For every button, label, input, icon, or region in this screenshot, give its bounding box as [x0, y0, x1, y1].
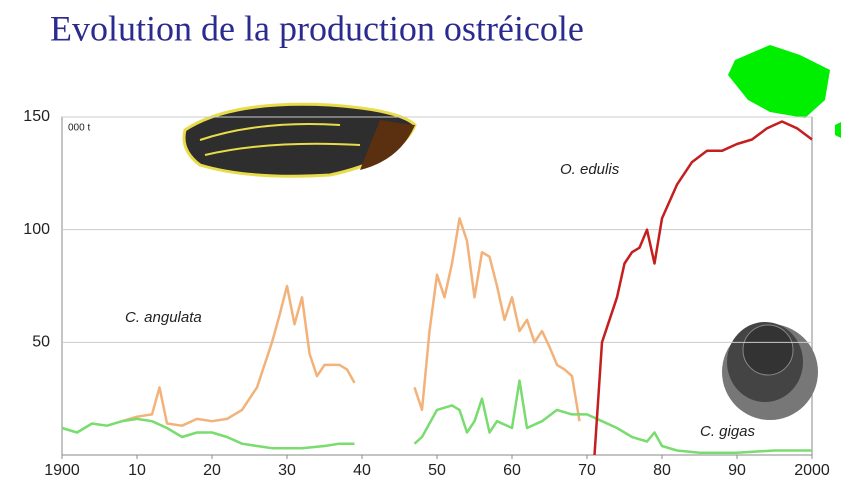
y-tick-label: 150: [23, 108, 50, 125]
x-tick-label: 70: [578, 462, 596, 479]
y-tick-label: 50: [32, 334, 50, 351]
corsica: [835, 122, 841, 138]
x-tick-label: 10: [128, 462, 146, 479]
x-tick-label: 1900: [44, 462, 80, 479]
chart: Evolution de la production ostréicole 00…: [0, 0, 841, 482]
x-tick-label: 20: [203, 462, 221, 479]
series-label: O. edulis: [560, 161, 620, 178]
x-tick-label: 40: [353, 462, 371, 479]
oyster-top: [184, 104, 415, 176]
unit-label: 000 t: [68, 123, 90, 134]
series-line: [62, 381, 812, 453]
x-tick-label: 80: [653, 462, 671, 479]
x-tick-label: 30: [278, 462, 296, 479]
x-tick-label: 50: [428, 462, 446, 479]
x-tick-label: 60: [503, 462, 521, 479]
y-tick-label: 100: [23, 221, 50, 238]
series-label: C. gigas: [700, 423, 756, 440]
x-tick-label: 2000: [794, 462, 830, 479]
oyster-bottom: [722, 322, 818, 420]
plot-frame: [62, 117, 812, 455]
series-label: C. angulata: [125, 309, 202, 326]
x-tick-label: 90: [728, 462, 746, 479]
france-map: [728, 45, 830, 118]
chart-title: Evolution de la production ostréicole: [50, 8, 584, 48]
